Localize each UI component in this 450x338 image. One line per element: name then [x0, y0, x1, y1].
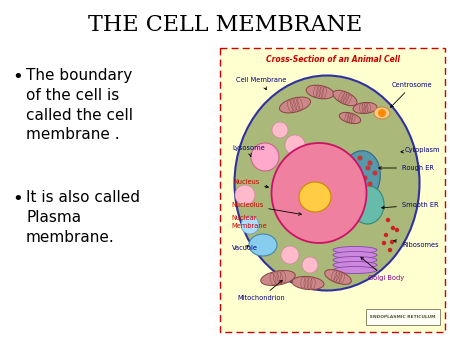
Ellipse shape: [340, 151, 380, 205]
Text: Golgi Body: Golgi Body: [361, 257, 404, 281]
Text: Smooth ER: Smooth ER: [382, 202, 439, 209]
Circle shape: [384, 233, 388, 237]
Ellipse shape: [292, 276, 324, 290]
Ellipse shape: [299, 182, 331, 212]
Circle shape: [302, 257, 318, 273]
FancyBboxPatch shape: [220, 48, 445, 332]
Text: Cell Membrane: Cell Membrane: [236, 77, 286, 90]
Text: It is also called
Plasma
membrane.: It is also called Plasma membrane.: [26, 190, 140, 245]
Circle shape: [281, 246, 299, 264]
Text: Lysosome: Lysosome: [232, 145, 265, 156]
Circle shape: [357, 155, 363, 161]
Text: Cross-Section of an Animal Cell: Cross-Section of an Animal Cell: [266, 55, 400, 65]
Ellipse shape: [234, 75, 419, 290]
Circle shape: [306, 165, 320, 179]
Text: Cytoplasm: Cytoplasm: [401, 147, 441, 153]
Text: Vacuole: Vacuole: [232, 245, 258, 251]
Circle shape: [363, 175, 368, 180]
Ellipse shape: [374, 107, 390, 119]
Circle shape: [386, 218, 390, 222]
Circle shape: [368, 182, 373, 187]
Circle shape: [272, 122, 288, 138]
Circle shape: [395, 228, 399, 232]
Circle shape: [357, 186, 363, 191]
Text: Centrosome: Centrosome: [391, 82, 432, 107]
Circle shape: [347, 160, 352, 165]
Ellipse shape: [353, 102, 377, 114]
Circle shape: [241, 216, 259, 234]
Circle shape: [391, 226, 395, 230]
Circle shape: [373, 170, 378, 175]
Ellipse shape: [333, 257, 377, 264]
Circle shape: [368, 161, 373, 166]
Circle shape: [352, 179, 357, 185]
Text: Membrane: Membrane: [231, 223, 267, 229]
Ellipse shape: [333, 266, 377, 273]
Text: The boundary
of the cell is
called the cell
membrane .: The boundary of the cell is called the c…: [26, 68, 133, 142]
Text: Nucleolus: Nucleolus: [231, 202, 302, 215]
Ellipse shape: [352, 186, 384, 224]
Text: Nucleus: Nucleus: [233, 179, 268, 188]
FancyBboxPatch shape: [366, 309, 440, 325]
Circle shape: [382, 241, 386, 245]
Circle shape: [388, 248, 392, 252]
Text: Nuclear: Nuclear: [231, 215, 256, 221]
Ellipse shape: [333, 262, 377, 268]
Ellipse shape: [279, 97, 310, 113]
Text: THE CELL MEMBRANE: THE CELL MEMBRANE: [88, 14, 362, 36]
Circle shape: [378, 109, 386, 117]
Ellipse shape: [271, 143, 366, 243]
Circle shape: [356, 169, 360, 174]
Ellipse shape: [333, 246, 377, 254]
Text: ENDOPLASMIC RETICULUM: ENDOPLASMIC RETICULUM: [370, 315, 436, 319]
Circle shape: [365, 166, 370, 170]
Ellipse shape: [339, 113, 361, 124]
Text: Mitochondrion: Mitochondrion: [237, 280, 285, 301]
Ellipse shape: [333, 90, 357, 106]
Circle shape: [285, 135, 305, 155]
Ellipse shape: [249, 234, 277, 256]
Circle shape: [390, 240, 394, 244]
Ellipse shape: [325, 270, 351, 284]
Ellipse shape: [333, 251, 377, 259]
Circle shape: [251, 143, 279, 171]
Text: •: •: [12, 190, 23, 208]
Text: Rough ER: Rough ER: [379, 165, 434, 171]
Text: Ribosomes: Ribosomes: [394, 240, 439, 248]
Ellipse shape: [306, 85, 334, 99]
Text: •: •: [12, 68, 23, 86]
Ellipse shape: [261, 270, 295, 286]
Circle shape: [235, 185, 255, 205]
